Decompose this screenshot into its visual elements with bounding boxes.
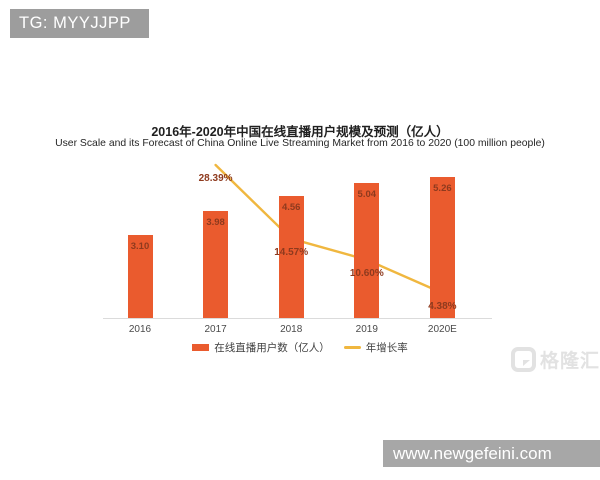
legend-bar-label: 在线直播用户数（亿人）	[214, 342, 330, 354]
growth-rate-label: 4.38%	[428, 301, 457, 312]
line-series-swatch-icon	[343, 346, 361, 349]
x-axis-line	[103, 318, 492, 319]
bar-value-label: 3.10	[130, 240, 150, 252]
growth-rate-label: 14.57%	[274, 246, 309, 258]
bar-2017	[203, 211, 229, 318]
gelonghui-logo-icon	[511, 347, 536, 372]
legend-line-label: 年增长率	[365, 342, 408, 354]
bar-2020E	[429, 177, 455, 318]
bar-2019	[354, 182, 380, 318]
x-axis-label: 2019	[355, 324, 378, 335]
tg-badge: TG: MYYJJPP	[10, 9, 149, 38]
url-banner: www.newgefeini.com	[383, 440, 600, 467]
x-axis-label: 2020E	[427, 324, 457, 335]
x-axis-label: 2018	[280, 324, 303, 335]
bar-value-label: 3.98	[206, 217, 225, 229]
bar-value-label: 4.56	[281, 201, 301, 213]
legend-item-line-series: 年增长率	[343, 340, 408, 355]
x-axis-label: 2016	[128, 324, 152, 335]
chart-subtitle: User Scale and its Forecast of China Onl…	[55, 138, 545, 149]
growth-line	[214, 163, 444, 295]
bar-series-swatch-icon	[192, 344, 210, 351]
bar-2018	[278, 195, 304, 318]
growth-rate-label: 10.60%	[349, 267, 384, 279]
legend-item-bar-series: 在线直播用户数（亿人）	[192, 340, 330, 355]
chart-title: 2016年-2020年中国在线直播用户规模及预测（亿人）	[151, 125, 449, 139]
x-axis-label: 2017	[204, 324, 227, 335]
bar-value-label: 5.26	[433, 183, 452, 194]
gelonghui-watermark: 格隆汇	[510, 346, 600, 373]
chart-legend: 在线直播用户数（亿人） 年增长率	[0, 340, 600, 355]
bar-value-label: 5.04	[357, 188, 377, 200]
growth-rate-label: 28.39%	[198, 173, 233, 184]
bar-2016	[127, 234, 153, 318]
watermark-text: 格隆汇	[540, 351, 600, 372]
